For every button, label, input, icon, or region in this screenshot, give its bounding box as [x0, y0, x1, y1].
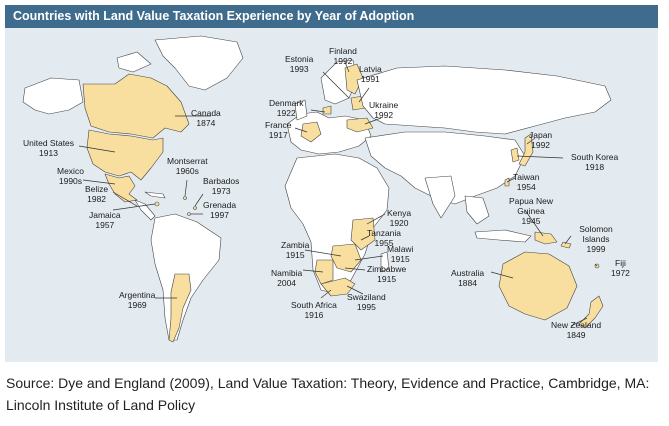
arctic-islands-shape	[116, 51, 152, 73]
france-shape	[300, 121, 322, 143]
label-papua-new-guinea: Papua New Guinea 1945	[509, 196, 553, 226]
cuba-shape	[144, 191, 166, 199]
label-zambia: Zambia 1915	[281, 240, 310, 260]
argentina-shape	[168, 273, 192, 343]
asia-shape	[364, 131, 526, 205]
east-africa-shape	[350, 217, 376, 251]
label-zimbabwe: Zimbabwe 1915	[367, 264, 407, 284]
africa-shape	[284, 153, 390, 295]
grenada-marker	[187, 212, 191, 216]
australia-shape	[498, 251, 578, 321]
canada-shape	[82, 73, 190, 139]
world-map: Finland 1992 Estonia 1993 Latvia 1991 Denma…	[5, 28, 658, 362]
label-denmark: Denmark 1922	[269, 98, 304, 118]
label-ukraine: Ukraine 1992	[369, 100, 399, 120]
uk-shape	[294, 99, 308, 121]
barbados-marker	[193, 206, 197, 210]
mexico-shape	[104, 173, 138, 203]
leader-lines	[78, 61, 598, 327]
label-latvia: Latvia 1991	[359, 64, 382, 84]
new-zealand-shape	[578, 295, 604, 329]
label-swaziland: Swaziland 1995	[347, 292, 386, 312]
label-australia: Australia 1884	[451, 268, 485, 288]
namibia-shape	[314, 259, 334, 285]
label-solomon-islands: Solomon Islands 1999	[579, 224, 613, 254]
label-new-zealand: New Zealand 1849	[551, 320, 602, 340]
world-map-svg	[22, 35, 612, 343]
label-finland: Finland 1992	[329, 46, 357, 66]
label-mexico: Mexico 1990s	[57, 166, 84, 186]
map-title-bar: Countries with Land Value Taxation Exper…	[5, 5, 658, 28]
label-tanzania: Tanzania 1955	[367, 228, 402, 248]
solomon-islands-shape	[560, 241, 572, 249]
label-kenya: Kenya 1920	[387, 208, 412, 228]
greenland-shape	[154, 35, 244, 91]
southeast-asia-shape	[464, 195, 490, 225]
label-grenada: Grenada 1997	[203, 200, 237, 220]
denmark-shape	[322, 105, 332, 115]
label-estonia: Estonia 1993	[285, 54, 314, 74]
russia-shape	[356, 65, 612, 135]
montserrat-marker	[183, 196, 187, 200]
central-america-shape	[134, 199, 156, 221]
label-malawi: Malawi 1915	[387, 244, 414, 264]
label-taiwan: Taiwan 1954	[513, 172, 540, 192]
ukraine-shape	[346, 117, 374, 133]
label-canada: Canada 1874	[191, 108, 221, 128]
label-south-korea: South Korea 1918	[571, 152, 619, 172]
label-japan: Japan 1992	[529, 130, 553, 150]
label-fiji: Fiji 1972	[611, 258, 630, 278]
india-shape	[424, 175, 456, 219]
jamaica-marker	[154, 201, 160, 207]
label-belize: Belize 1982	[85, 184, 109, 204]
alaska-shape	[22, 77, 84, 115]
source-citation: Source: Dye and England (2009), Land Val…	[6, 375, 650, 413]
south-central-africa-shape	[330, 243, 362, 273]
label-namibia: Namibia 2004	[271, 268, 303, 288]
papua-new-guinea-shape	[534, 231, 558, 245]
label-south-africa: South Africa 1916	[291, 300, 337, 320]
madagascar-shape	[380, 251, 390, 273]
label-france: France 1917	[265, 120, 292, 140]
indonesia-shape	[474, 229, 532, 243]
label-jamaica: Jamaica 1957	[89, 210, 121, 230]
label-united-states: United States 1913	[23, 138, 75, 158]
united-states-shape	[86, 129, 164, 181]
label-montserrat: Montserrat 1960s	[167, 156, 208, 176]
label-argentina: Argentina 1969	[119, 290, 156, 310]
south-korea-shape	[510, 147, 520, 163]
label-barbados: Barbados 1973	[203, 176, 240, 196]
map-title: Countries with Land Value Taxation Exper…	[13, 9, 415, 23]
